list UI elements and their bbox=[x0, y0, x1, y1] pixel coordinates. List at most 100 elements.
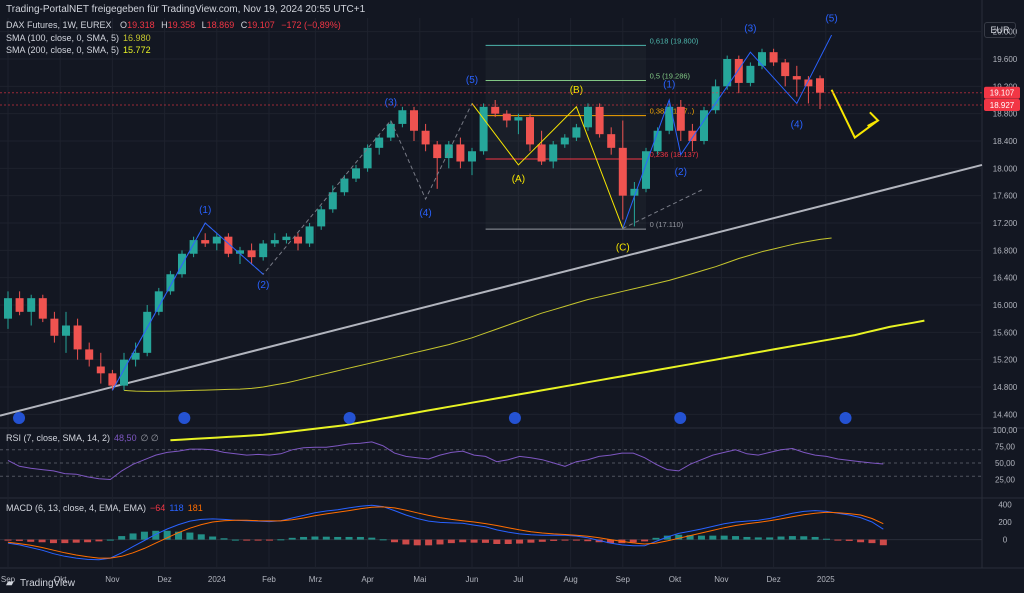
candle bbox=[746, 62, 755, 87]
candle bbox=[328, 185, 337, 213]
price-badge-label: 19.107 bbox=[990, 89, 1015, 98]
candle-body bbox=[73, 325, 82, 350]
candle bbox=[201, 233, 210, 247]
macd-hist-bar bbox=[186, 532, 194, 540]
macd-legend[interactable]: MACD (6, 13, close, 4, EMA, EMA) −64 118 18… bbox=[6, 503, 203, 513]
candle bbox=[352, 164, 360, 182]
time-axis-label: 2025 bbox=[817, 575, 835, 584]
macd-hist-bar bbox=[527, 539, 535, 543]
candle-body bbox=[758, 52, 766, 66]
wave-label: (3) bbox=[744, 24, 756, 35]
tv-logo-icon: ▰ bbox=[6, 578, 14, 589]
candle bbox=[38, 294, 47, 323]
candle bbox=[584, 103, 592, 131]
macd-hist-bar bbox=[379, 539, 387, 541]
candle-body bbox=[108, 373, 117, 386]
legend-sma200-row[interactable]: SMA (200, close, 0, SMA, 5) 15.772 bbox=[6, 45, 151, 55]
candle bbox=[247, 243, 256, 264]
macd-line-value: 118 bbox=[169, 503, 184, 513]
macd-hist-bar bbox=[300, 536, 308, 540]
candle-body bbox=[317, 209, 326, 227]
macd-hist-bar bbox=[311, 536, 319, 540]
time-axis-label: Mai bbox=[413, 575, 426, 584]
event-marker-circle bbox=[674, 412, 687, 424]
fibonacci-zone bbox=[485, 45, 646, 230]
time-axis-label: Nov bbox=[105, 575, 119, 584]
macd-signal-line bbox=[7, 506, 884, 559]
macd-hist-bar bbox=[72, 539, 80, 543]
candle bbox=[154, 287, 163, 316]
wave-abc-path bbox=[471, 103, 624, 229]
candle bbox=[282, 233, 291, 244]
price-tick-label: 14.800 bbox=[993, 383, 1018, 392]
macd-hist-bar bbox=[118, 536, 126, 540]
candle bbox=[758, 48, 766, 70]
macd-hist-bar bbox=[834, 539, 842, 541]
time-axis-label: Feb bbox=[262, 575, 276, 584]
wave-dashed-path bbox=[622, 188, 705, 229]
candle bbox=[491, 100, 500, 118]
candle bbox=[781, 59, 790, 87]
macd-hist-bar bbox=[402, 539, 410, 545]
candle-body bbox=[375, 137, 384, 148]
legend-l-label: L bbox=[201, 20, 207, 30]
candle-body bbox=[410, 110, 418, 131]
candle-body bbox=[120, 359, 128, 386]
legend-sma100-row[interactable]: SMA (100, close, 0, SMA, 5) 16.980 bbox=[6, 33, 151, 43]
candle bbox=[433, 141, 442, 189]
macd-hist-bar bbox=[209, 536, 217, 540]
macd-signal-value: 181 bbox=[187, 503, 203, 513]
macd-hist-bar bbox=[504, 539, 512, 544]
macd-hist-bar bbox=[425, 539, 433, 546]
event-marker-circle bbox=[839, 412, 852, 424]
candle-body bbox=[491, 106, 500, 114]
macd-hist-bar bbox=[129, 533, 137, 540]
legend-change: −172 (−0,89%) bbox=[281, 20, 341, 30]
time-axis-label: Jul bbox=[513, 575, 523, 584]
candle-body bbox=[131, 352, 140, 360]
macd-hist-bar bbox=[436, 539, 444, 545]
candle-body bbox=[444, 144, 453, 159]
candle bbox=[769, 48, 778, 66]
macd-hist-bar bbox=[766, 537, 774, 540]
candle-body bbox=[236, 250, 244, 254]
tradingview-logo[interactable]: ▰ TradingView bbox=[6, 578, 75, 589]
price-tick-label: 15.600 bbox=[993, 328, 1018, 337]
macd-hist-bar bbox=[106, 539, 114, 541]
price-badge-bg bbox=[984, 98, 1020, 111]
candle-body bbox=[247, 250, 256, 258]
candle-body bbox=[398, 110, 407, 124]
macd-hist-bar bbox=[231, 539, 239, 541]
candle bbox=[166, 270, 175, 295]
macd-hist-bar bbox=[140, 531, 148, 540]
legend-symbol-row: DAX Futures, 1W, EUREX O19.318 H19.358 L… bbox=[6, 20, 341, 30]
macd-hist-bar bbox=[470, 539, 478, 543]
legend-o-label: O bbox=[120, 20, 128, 30]
candle bbox=[792, 65, 801, 97]
candle bbox=[131, 342, 140, 367]
wave-label: (1) bbox=[199, 205, 211, 216]
rsi-legend[interactable]: RSI (7, close, SMA, 14, 2) 48,50 ∅ ∅ bbox=[6, 433, 159, 444]
rsi-tick-label: 100,00 bbox=[993, 426, 1018, 435]
macd-hist-bar bbox=[288, 537, 296, 540]
legend-h-label: H bbox=[161, 20, 168, 30]
candle-body bbox=[711, 86, 720, 111]
macd-hist-bar bbox=[675, 534, 683, 540]
fib-level-label: 0,5 (19.286) bbox=[650, 71, 691, 80]
wave-label: (2) bbox=[257, 280, 269, 291]
candle-body bbox=[433, 144, 442, 159]
candle-body bbox=[816, 78, 824, 93]
candle bbox=[607, 127, 616, 155]
currency-button[interactable]: EUR bbox=[984, 22, 1016, 38]
sma200-line bbox=[170, 319, 925, 442]
macd-hist-bar bbox=[265, 539, 273, 541]
candle-body bbox=[665, 106, 674, 131]
candle-body bbox=[630, 188, 639, 196]
macd-hist-bar bbox=[15, 539, 23, 541]
legend-o-value: 19.318 bbox=[127, 20, 155, 30]
candle-body bbox=[15, 298, 24, 312]
wave-path-blue bbox=[111, 222, 264, 391]
candle-body bbox=[294, 236, 302, 244]
price-tick-label: 18.800 bbox=[993, 110, 1018, 119]
